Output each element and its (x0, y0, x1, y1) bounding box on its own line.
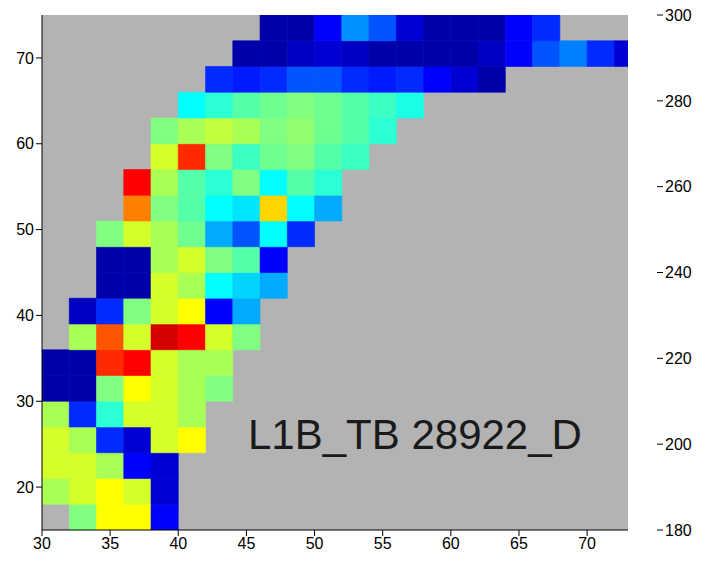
svg-text:45: 45 (238, 535, 256, 552)
svg-text:70: 70 (16, 50, 34, 67)
svg-text:30: 30 (16, 393, 34, 410)
svg-text:280: 280 (665, 93, 692, 110)
svg-text:180: 180 (665, 522, 692, 539)
svg-text:35: 35 (101, 535, 119, 552)
html-text:L1B_TB 28922_D: L1B_TB 28922_D (248, 411, 582, 458)
svg-text:20: 20 (16, 479, 34, 496)
svg-text:200: 200 (665, 436, 692, 453)
svg-text:30: 30 (33, 535, 51, 552)
svg-text:50: 50 (306, 535, 324, 552)
svg-text:260: 260 (665, 178, 692, 195)
svg-text:300: 300 (665, 7, 692, 24)
svg-text:60: 60 (442, 535, 460, 552)
svg-text:220: 220 (665, 350, 692, 367)
svg-text:240: 240 (665, 264, 692, 281)
svg-text:40: 40 (16, 307, 34, 324)
svg-text:55: 55 (374, 535, 392, 552)
svg-text:40: 40 (169, 535, 187, 552)
svg-text:50: 50 (16, 221, 34, 238)
svg-text:60: 60 (16, 135, 34, 152)
svg-text:65: 65 (510, 535, 528, 552)
svg-text:70: 70 (578, 535, 596, 552)
